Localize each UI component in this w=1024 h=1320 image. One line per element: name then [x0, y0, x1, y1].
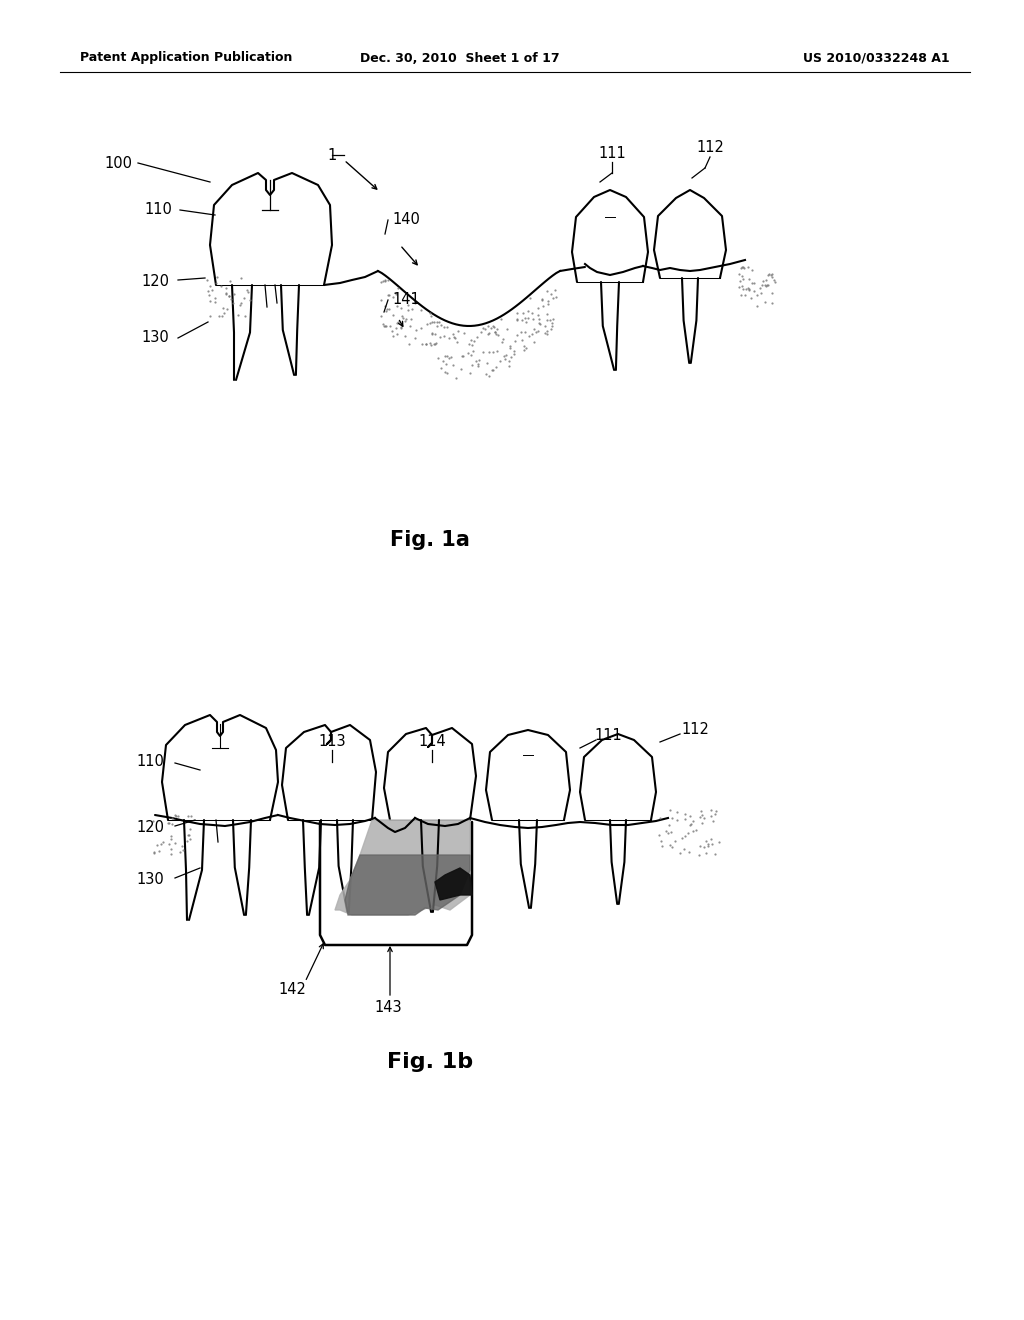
Text: Dec. 30, 2010  Sheet 1 of 17: Dec. 30, 2010 Sheet 1 of 17 [360, 51, 560, 65]
Text: Fig. 1b: Fig. 1b [387, 1052, 473, 1072]
Text: 113: 113 [318, 734, 346, 750]
Text: 111: 111 [594, 729, 622, 743]
Text: 130: 130 [136, 873, 164, 887]
Text: 143: 143 [374, 1001, 401, 1015]
Text: 112: 112 [696, 140, 724, 156]
Text: 141: 141 [392, 293, 420, 308]
Polygon shape [435, 869, 472, 900]
Text: 110: 110 [144, 202, 172, 218]
Polygon shape [335, 820, 470, 915]
Text: 100: 100 [104, 156, 132, 170]
Text: 140: 140 [392, 213, 420, 227]
Polygon shape [345, 855, 470, 915]
Text: Patent Application Publication: Patent Application Publication [80, 51, 293, 65]
Text: Fig. 1a: Fig. 1a [390, 531, 470, 550]
Text: 130: 130 [141, 330, 169, 346]
Text: 120: 120 [141, 275, 169, 289]
Text: 142: 142 [279, 982, 306, 998]
Text: 110: 110 [136, 755, 164, 770]
Text: US 2010/0332248 A1: US 2010/0332248 A1 [804, 51, 950, 65]
Text: 114: 114 [418, 734, 445, 750]
Text: 1: 1 [328, 148, 337, 162]
Text: 112: 112 [681, 722, 709, 738]
Text: 120: 120 [136, 821, 164, 836]
Text: 111: 111 [598, 145, 626, 161]
